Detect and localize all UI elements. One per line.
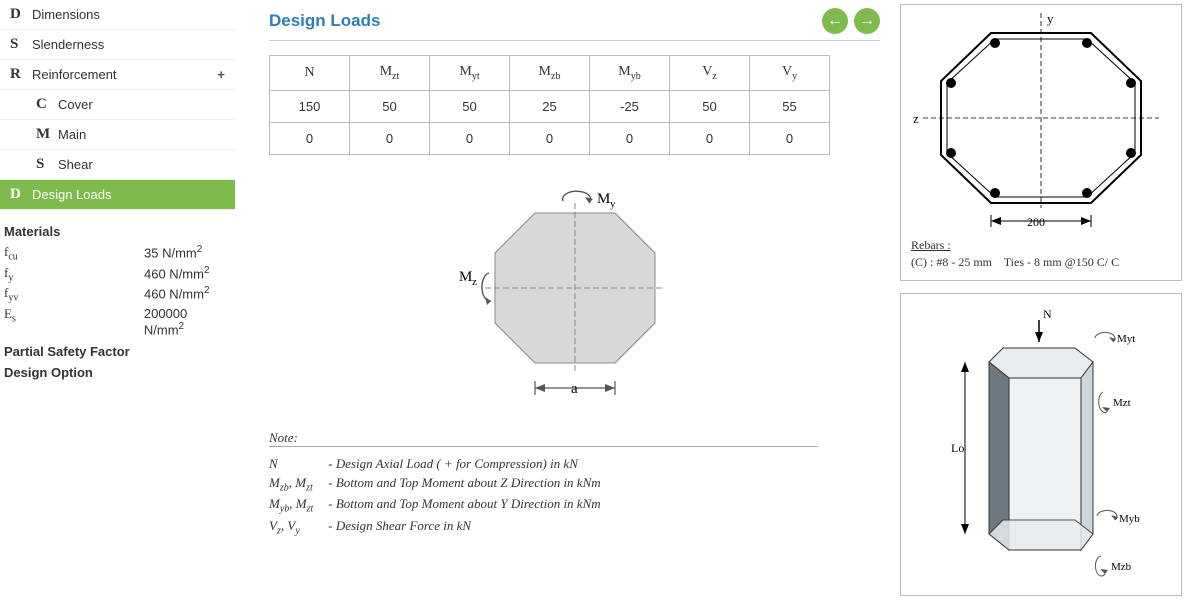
sidebar-item-reinforcement[interactable]: RReinforcement+ (0, 60, 235, 90)
table-row: 0000000 (270, 122, 830, 154)
material-row: fy460 N/mm2 (4, 264, 231, 285)
table-cell[interactable]: 50 (350, 90, 430, 122)
material-row: fyv460 N/mm2 (4, 284, 231, 305)
octagon-diagram: M y M z a (269, 173, 880, 406)
psf-heading: Partial Safety Factor (4, 344, 231, 359)
svg-text:y: y (1047, 13, 1054, 26)
design-option-heading: Design Option (4, 365, 231, 380)
rebars-heading: Rebars : (911, 238, 951, 252)
loads-table: NMztMytMzbMybVzVy 150505025-255055000000… (269, 55, 830, 155)
svg-text:z: z (472, 276, 477, 288)
svg-text:Myt: Myt (1117, 333, 1135, 345)
sidebar-item-main[interactable]: MMain (0, 120, 235, 150)
material-row: fcu35 N/mm2 (4, 243, 231, 264)
sidebar-item-dimensions[interactable]: DDimensions (0, 0, 235, 30)
page-title: Design Loads (269, 11, 380, 31)
table-cell[interactable]: 25 (510, 90, 590, 122)
sidebar: DDimensionsSSlendernessRReinforcement+CC… (0, 0, 235, 616)
main-content: Design Loads ← → NMztMytMzbMybVzVy 15050… (235, 0, 900, 616)
table-cell[interactable]: 0 (510, 122, 590, 154)
table-row: 150505025-255055 (270, 90, 830, 122)
table-header: N (270, 56, 350, 91)
sidebar-item-design-loads[interactable]: DDesign Loads (0, 180, 235, 210)
sidebar-item-slenderness[interactable]: SSlenderness (0, 30, 235, 60)
svg-text:Myb: Myb (1119, 513, 1140, 525)
svg-text:M: M (459, 269, 472, 285)
note-line: Mzb, Mzt - Bottom and Top Moment about Z… (269, 475, 880, 494)
table-cell[interactable]: 0 (270, 122, 350, 154)
svg-text:Mzb: Mzb (1111, 561, 1132, 573)
sidebar-item-shear[interactable]: SShear (0, 150, 235, 180)
column-3d-panel: N Lo Myt (900, 293, 1182, 596)
prev-button[interactable]: ← (822, 8, 848, 34)
note-line: Myb, Mzt - Bottom and Top Moment about Y… (269, 496, 880, 515)
table-cell[interactable]: 55 (750, 90, 830, 122)
table-cell[interactable]: 150 (270, 90, 350, 122)
svg-text:Lo: Lo (951, 441, 964, 455)
rebars-detail: (C) : #8 - 25 mm Ties - 8 mm @150 C/ C (911, 255, 1171, 270)
svg-text:Mzt: Mzt (1113, 397, 1131, 409)
right-column: y z 200 (900, 0, 1190, 616)
table-cell[interactable]: 0 (670, 122, 750, 154)
notes-title: Note: (269, 430, 818, 447)
material-row: Es200000 N/mm2 (4, 305, 231, 338)
table-cell[interactable]: 0 (430, 122, 510, 154)
svg-text:z: z (913, 111, 919, 126)
note-line: N - Design Axial Load ( + for Compressio… (269, 456, 880, 472)
table-header: Mzt (350, 56, 430, 91)
table-header: Myb (590, 56, 670, 91)
svg-text:200: 200 (1027, 215, 1045, 229)
materials-heading: Materials (4, 224, 231, 239)
table-header: Vz (670, 56, 750, 91)
table-header: Myt (430, 56, 510, 91)
table-cell[interactable]: 50 (430, 90, 510, 122)
svg-text:N: N (1043, 307, 1052, 321)
svg-text:a: a (571, 381, 578, 397)
notes-section: Note: N - Design Axial Load ( + for Comp… (269, 430, 880, 537)
svg-text:M: M (597, 191, 610, 207)
next-button[interactable]: → (854, 8, 880, 34)
table-header: Vy (750, 56, 830, 91)
table-cell[interactable]: 0 (590, 122, 670, 154)
table-cell[interactable]: 0 (750, 122, 830, 154)
table-header: Mzb (510, 56, 590, 91)
table-cell[interactable]: 0 (350, 122, 430, 154)
table-cell[interactable]: -25 (590, 90, 670, 122)
table-cell[interactable]: 50 (670, 90, 750, 122)
sidebar-item-cover[interactable]: CCover (0, 90, 235, 120)
note-line: Vz, Vy - Design Shear Force in kN (269, 518, 880, 537)
svg-text:y: y (610, 198, 616, 210)
cross-section-panel: y z 200 (900, 4, 1182, 281)
